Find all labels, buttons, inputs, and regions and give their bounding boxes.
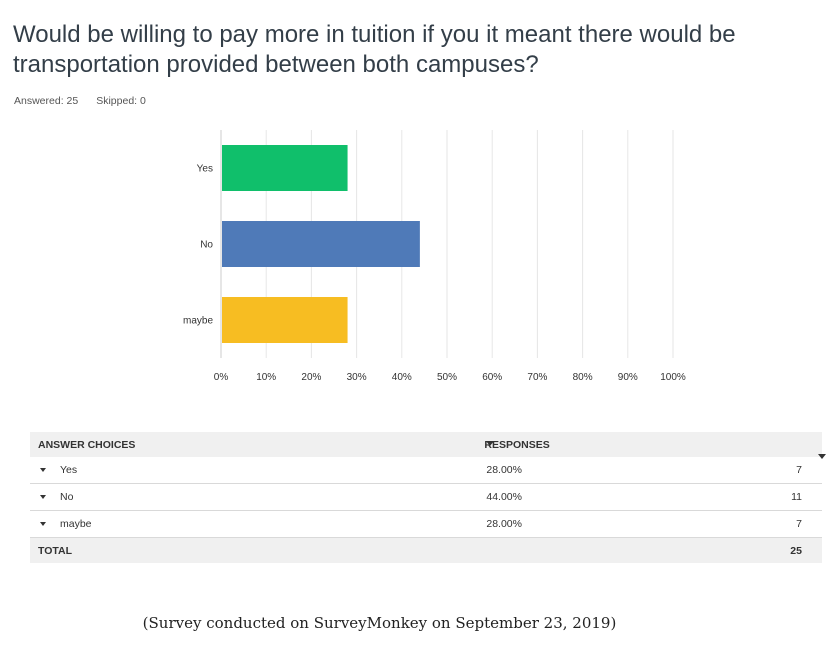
skipped-count: Skipped: 0 (96, 95, 146, 107)
response-summary: Answered: 25 Skipped: 0 (14, 95, 146, 107)
x-tick-label: 80% (573, 372, 593, 383)
responses-header[interactable]: RESPONSES (476, 432, 768, 457)
answer-choices-header-label: ANSWER CHOICES (38, 438, 136, 451)
response-percent: 28.00% (486, 518, 522, 530)
caption: (Survey conducted on SurveyMonkey on Sep… (142, 614, 617, 632)
category-label: Yes (197, 164, 213, 175)
response-count: 7 (796, 518, 802, 530)
x-tick-label: 20% (301, 372, 321, 383)
sort-responses-icon[interactable] (818, 453, 826, 459)
choice-label: No (60, 491, 74, 503)
choice-label: Yes (60, 464, 78, 476)
choice-label: maybe (60, 518, 92, 530)
total-count: 25 (790, 544, 802, 557)
x-tick-label: 50% (437, 372, 457, 383)
sort-choices-icon[interactable] (486, 441, 495, 446)
category-label: maybe (183, 316, 213, 327)
table-row: No 44.00% 11 (30, 484, 822, 511)
bar-maybe[interactable] (222, 297, 348, 343)
answer-choices-header[interactable]: ANSWER CHOICES (30, 432, 495, 457)
x-tick-label: 30% (347, 372, 367, 383)
bar-yes[interactable] (222, 145, 348, 191)
response-count: 11 (791, 491, 802, 503)
bar-no[interactable] (222, 221, 420, 267)
bar-chart: 0% 10% 20% 30% 40% 50% 60% 70% 80% 90% 100% Yes No ma… (183, 130, 686, 383)
responses-header-label: RESPONSES (484, 438, 550, 451)
x-tick-label: 70% (527, 372, 547, 383)
x-tick-label: 90% (618, 372, 638, 383)
question-title: Would be willing to pay more in tuition … (13, 21, 736, 78)
response-percent: 44.00% (486, 491, 522, 503)
table-row: Yes 28.00% 7 (30, 457, 822, 484)
response-percent: 28.00% (486, 464, 522, 476)
table-total-row: TOTAL 25 (30, 538, 822, 563)
table-header: ANSWER CHOICES RESPONSES (30, 432, 826, 459)
answered-count: Answered: 25 (14, 95, 79, 107)
x-tick-label: 100% (660, 372, 686, 383)
category-label: No (200, 240, 213, 251)
table-row: maybe 28.00% 7 (30, 511, 822, 538)
x-tick-label: 60% (482, 372, 502, 383)
expand-row-icon[interactable] (40, 468, 46, 472)
responses-table: ANSWER CHOICES RESPONSES Yes 28.00% 7 No… (30, 432, 826, 563)
response-count: 7 (796, 464, 802, 476)
expand-row-icon[interactable] (40, 495, 46, 499)
x-tick-label: 0% (214, 372, 229, 383)
x-tick-label: 40% (392, 372, 412, 383)
expand-row-icon[interactable] (40, 522, 46, 526)
total-label: TOTAL (38, 544, 73, 557)
x-tick-label: 10% (256, 372, 276, 383)
